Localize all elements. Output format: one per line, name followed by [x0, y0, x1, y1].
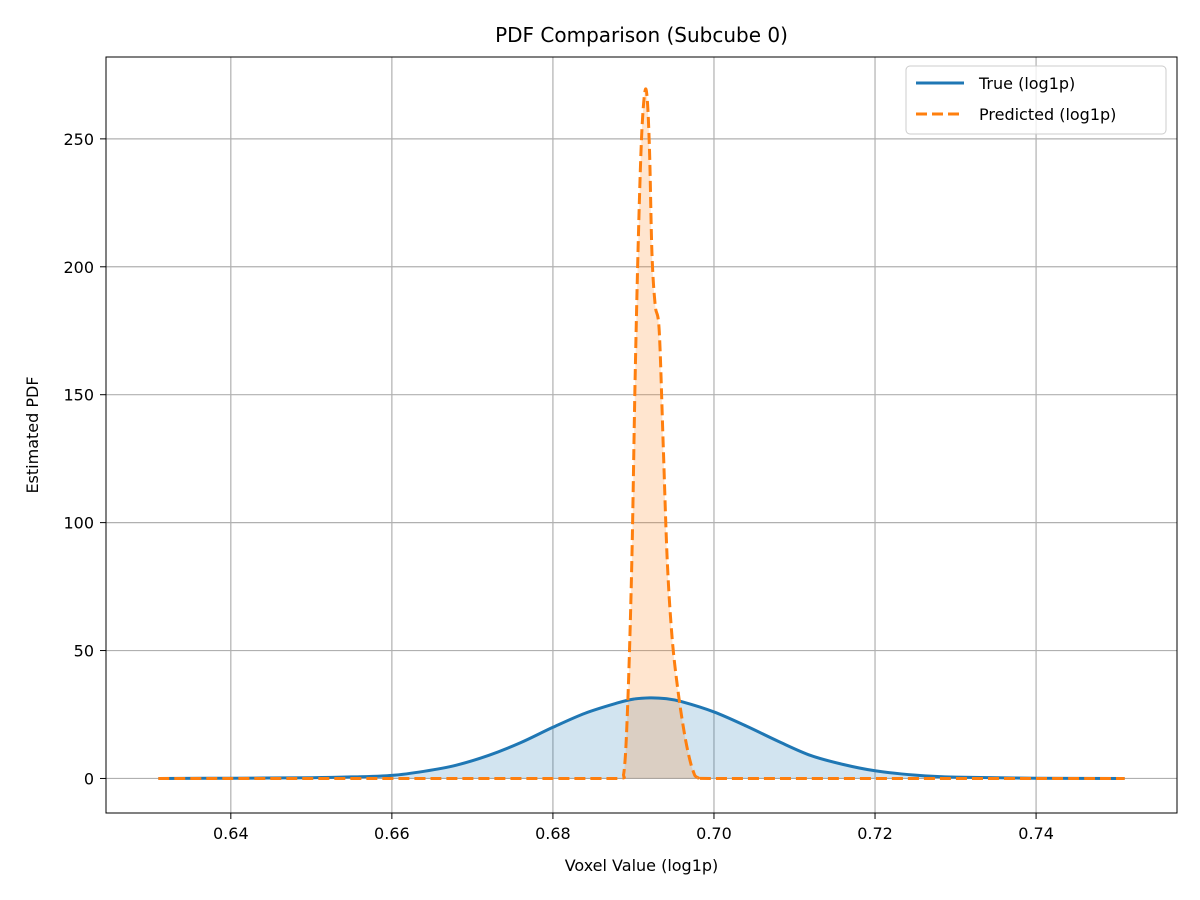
- series-line-0: [158, 696, 1125, 780]
- chart-title: PDF Comparison (Subcube 0): [495, 23, 788, 47]
- series-fill-1: [158, 88, 1125, 779]
- series-fill-0: [158, 697, 1125, 779]
- x-axis-label: Voxel Value (log1p): [565, 856, 719, 875]
- series-line-1: [158, 87, 1125, 780]
- legend-entry-1: Predicted (log1p): [979, 105, 1116, 124]
- y-tick-label: 150: [63, 386, 94, 405]
- y-tick-label: 50: [74, 642, 94, 661]
- x-tick-label: 0.72: [857, 824, 893, 843]
- x-tick-label: 0.66: [374, 824, 410, 843]
- x-tick-label: 0.68: [535, 824, 571, 843]
- axis-ticks: 0.64 0.66 0.68 0.70 0.72 0.74 0 50 100 150 200 250: [63, 130, 1053, 843]
- y-tick-label: 0: [84, 769, 94, 788]
- y-axis-label: Estimated PDF: [23, 376, 42, 493]
- y-tick-label: 100: [63, 514, 94, 533]
- x-tick-label: 0.74: [1018, 824, 1054, 843]
- y-tick-label: 250: [63, 130, 94, 149]
- legend: True (log1p) Predicted (log1p): [905, 65, 1167, 135]
- plot-area-frame: [105, 56, 1178, 814]
- x-tick-label: 0.64: [213, 824, 249, 843]
- y-tick-label: 200: [63, 258, 94, 277]
- x-tick-label: 0.70: [696, 824, 732, 843]
- series-lines: [158, 87, 1125, 780]
- legend-entry-0: True (log1p): [978, 74, 1075, 93]
- grid: [106, 57, 1177, 813]
- legend-box: [905, 65, 1167, 135]
- area-fills: [158, 88, 1125, 779]
